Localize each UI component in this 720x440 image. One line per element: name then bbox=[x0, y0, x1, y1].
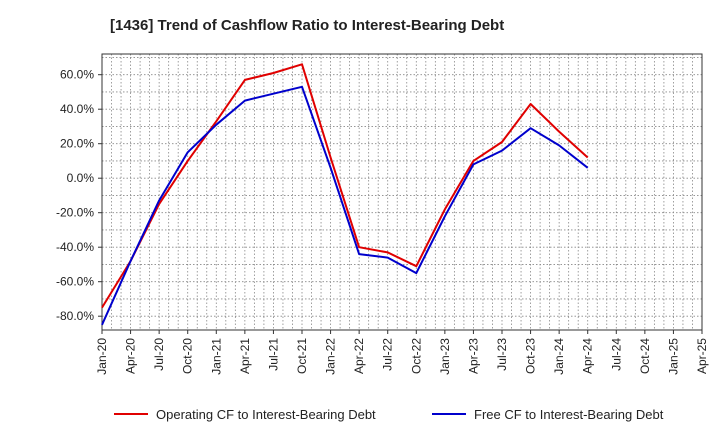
x-tick-label: Jan-23 bbox=[438, 338, 452, 375]
y-tick-label: 20.0% bbox=[60, 137, 94, 151]
x-tick-label: Jul-23 bbox=[495, 338, 509, 371]
x-tick-label: Oct-24 bbox=[638, 338, 652, 374]
series-line-2 bbox=[101, 85, 589, 326]
x-axis-ticks: Jan-20 Apr-20 Jul-20 Oct-20 Jan-21 Apr-21 Jul-… bbox=[95, 330, 709, 375]
x-tick-label: Jan-22 bbox=[324, 338, 338, 375]
y-tick-label: 0.0% bbox=[67, 171, 95, 185]
grid bbox=[102, 54, 702, 330]
y-tick-label: -60.0% bbox=[56, 275, 94, 289]
plot-frame bbox=[101, 53, 703, 331]
x-tick-label: Jan-24 bbox=[552, 338, 566, 375]
x-tick-label: Jan-25 bbox=[666, 338, 680, 375]
x-tick-label: Apr-23 bbox=[466, 338, 480, 374]
series-layer bbox=[101, 63, 589, 326]
legend-label-1: Operating CF to Interest-Bearing Debt bbox=[156, 407, 376, 422]
y-tick-label: 40.0% bbox=[60, 102, 94, 116]
x-tick-label: Jul-24 bbox=[609, 338, 623, 371]
x-tick-label: Apr-21 bbox=[238, 338, 252, 374]
x-tick-label: Jan-21 bbox=[209, 338, 223, 375]
x-tick-label: Oct-22 bbox=[409, 338, 423, 374]
x-tick-label: Oct-20 bbox=[181, 338, 195, 374]
x-tick-label: Jul-21 bbox=[266, 338, 280, 371]
y-tick-label: -20.0% bbox=[56, 206, 94, 220]
x-tick-label: Jul-22 bbox=[381, 338, 395, 371]
y-tick-label: -40.0% bbox=[56, 240, 94, 254]
legend: Operating CF to Interest-Bearing Debt Fre… bbox=[114, 407, 664, 422]
x-tick-label: Apr-20 bbox=[124, 338, 138, 374]
x-tick-label: Jan-20 bbox=[95, 338, 109, 375]
x-tick-label: Apr-24 bbox=[581, 338, 595, 374]
x-tick-label: Oct-21 bbox=[295, 338, 309, 374]
series-line-1 bbox=[101, 63, 589, 309]
x-tick-label: Oct-23 bbox=[524, 338, 538, 374]
x-tick-label: Apr-22 bbox=[352, 338, 366, 374]
x-tick-label: Apr-25 bbox=[695, 338, 709, 374]
y-axis-ticks: 60.0% 40.0% 20.0% 0.0% -20.0% -40.0% -60.0% -80… bbox=[56, 68, 102, 323]
legend-label-2: Free CF to Interest-Bearing Debt bbox=[474, 407, 664, 422]
chart-title: [1436] Trend of Cashflow Ratio to Intere… bbox=[110, 17, 504, 34]
x-tick-label: Jul-20 bbox=[152, 338, 166, 371]
y-tick-label: 60.0% bbox=[60, 68, 94, 82]
y-tick-label: -80.0% bbox=[56, 309, 94, 323]
